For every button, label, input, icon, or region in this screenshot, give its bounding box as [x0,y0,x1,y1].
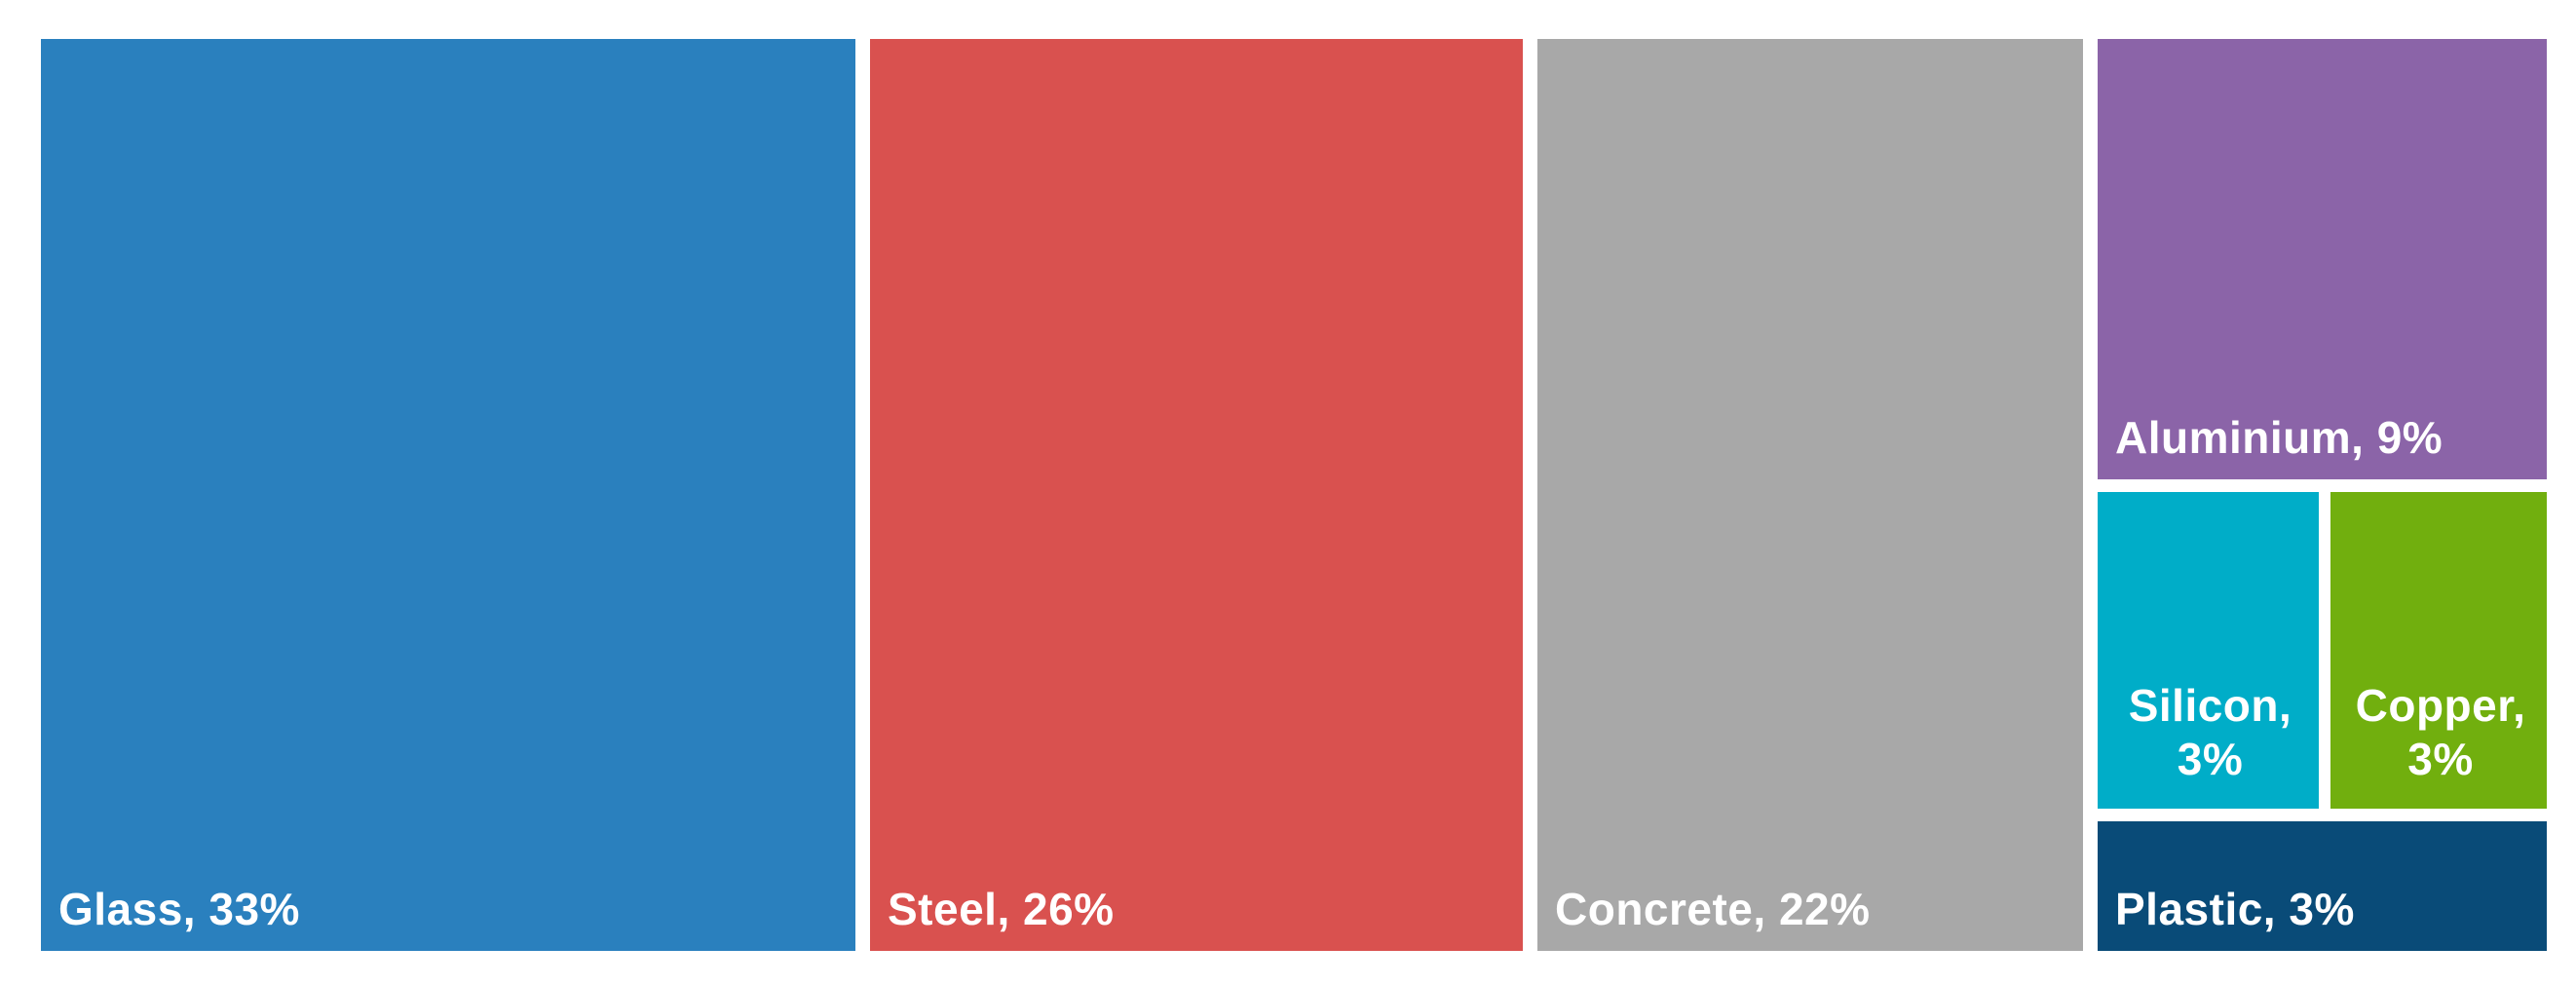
treemap-tile-steel[interactable]: Steel, 26% [870,39,1523,951]
treemap-tile-glass[interactable]: Glass, 33% [41,39,855,951]
tile-label-steel: Steel, 26% [888,883,1115,934]
tile-label-aluminium: Aluminium, 9% [2115,411,2443,463]
tile-label-copper: Copper, 3% [2355,680,2526,784]
tile-label-silicon: Silicon, 3% [2128,680,2292,784]
tile-label-glass: Glass, 33% [58,883,300,934]
tile-label-concrete: Concrete, 22% [1555,883,1871,934]
treemap-tile-aluminium[interactable]: Aluminium, 9% [2098,39,2547,479]
treemap-tile-concrete[interactable]: Concrete, 22% [1537,39,2083,951]
treemap-tile-silicon[interactable]: Silicon, 3% [2098,492,2319,809]
tile-label-plastic: Plastic, 3% [2115,883,2355,934]
treemap-tile-copper[interactable]: Copper, 3% [2330,492,2547,809]
treemap-tile-plastic[interactable]: Plastic, 3% [2098,821,2547,951]
